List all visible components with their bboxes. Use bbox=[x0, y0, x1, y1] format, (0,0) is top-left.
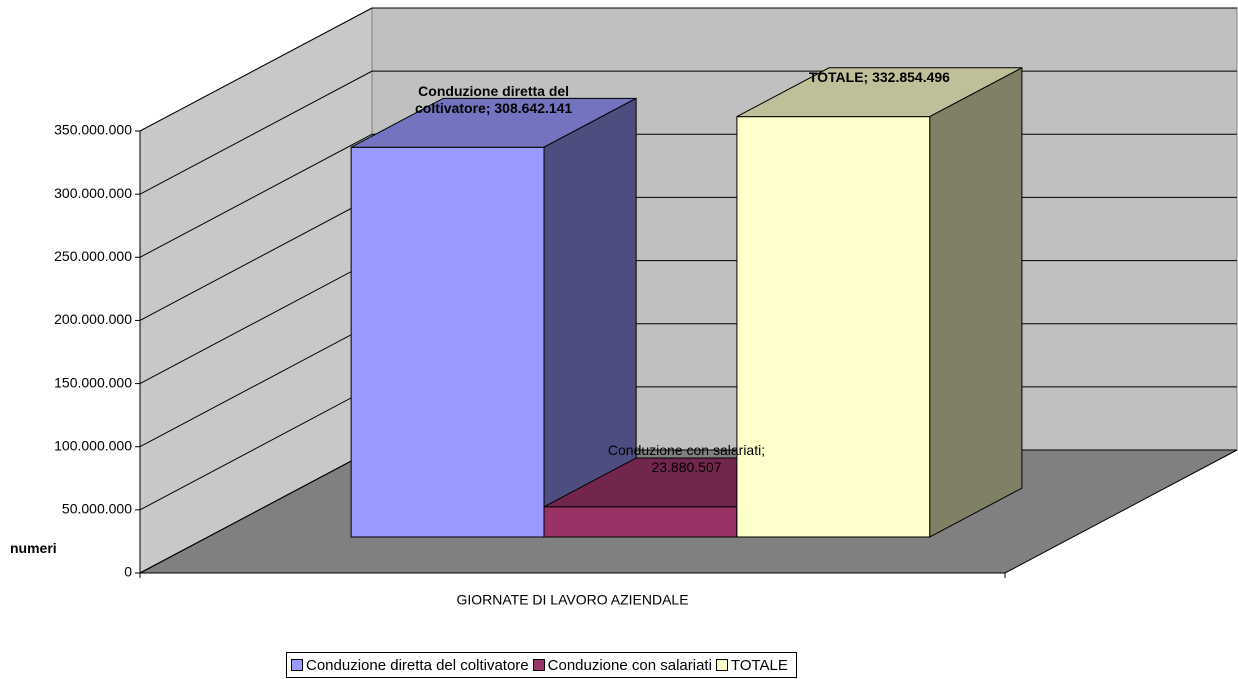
legend-label: Conduzione diretta del coltivatore bbox=[306, 656, 529, 674]
legend-swatch bbox=[532, 659, 545, 671]
y-tick-label: 50.000.000 bbox=[62, 501, 132, 517]
bar-front bbox=[543, 506, 738, 538]
legend-item: TOTALE bbox=[715, 656, 788, 674]
legend-item: Conduzione diretta del coltivatore bbox=[291, 657, 529, 674]
data-label: TOTALE; 332.854.496 bbox=[808, 69, 950, 86]
y-tick-label: 250.000.000 bbox=[54, 248, 132, 264]
y-tick-label: 100.000.000 bbox=[54, 437, 132, 453]
legend-label: TOTALE bbox=[730, 656, 788, 674]
grid-line bbox=[139, 7, 1237, 132]
legend-label: Conduzione con salariati bbox=[547, 656, 712, 674]
data-label: Conduzione con salariati; 23.880.507 bbox=[607, 442, 766, 476]
bar-side bbox=[929, 66, 1023, 538]
y-axis-title: numeri bbox=[10, 540, 57, 556]
bar-front bbox=[350, 146, 545, 538]
y-tick-label: 0 bbox=[124, 564, 132, 580]
legend-swatch bbox=[715, 659, 728, 671]
legend-item: Conduzione con salariati bbox=[532, 656, 712, 674]
data-label: Conduzione diretta del coltivatore; 308.… bbox=[415, 82, 573, 116]
legend-swatch bbox=[291, 659, 303, 671]
y-tick-label: 150.000.000 bbox=[54, 374, 132, 390]
y-tick-label: 200.000.000 bbox=[54, 311, 132, 327]
x-tick-label: GIORNATE DI LAVORO AZIENDALE bbox=[456, 592, 688, 608]
legend: Conduzione diretta del coltivatore Conduz… bbox=[286, 652, 797, 678]
y-tick-label: 300.000.000 bbox=[54, 185, 132, 201]
y-tick-label: 350.000.000 bbox=[54, 122, 132, 138]
